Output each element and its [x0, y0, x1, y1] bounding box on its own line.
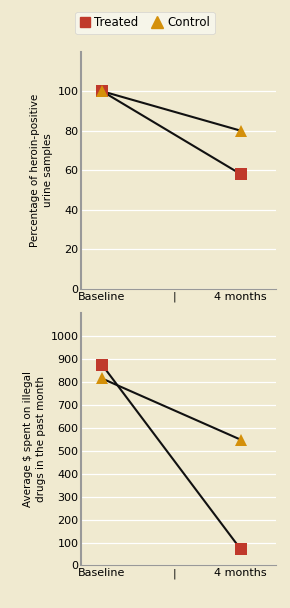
Y-axis label: Percentage of heroin-positive
urine samples: Percentage of heroin-positive urine samp…	[30, 94, 53, 247]
Y-axis label: Average $ spent on illegal
drugs in the past month: Average $ spent on illegal drugs in the …	[23, 371, 46, 507]
Legend: Treated, Control: Treated, Control	[75, 12, 215, 34]
